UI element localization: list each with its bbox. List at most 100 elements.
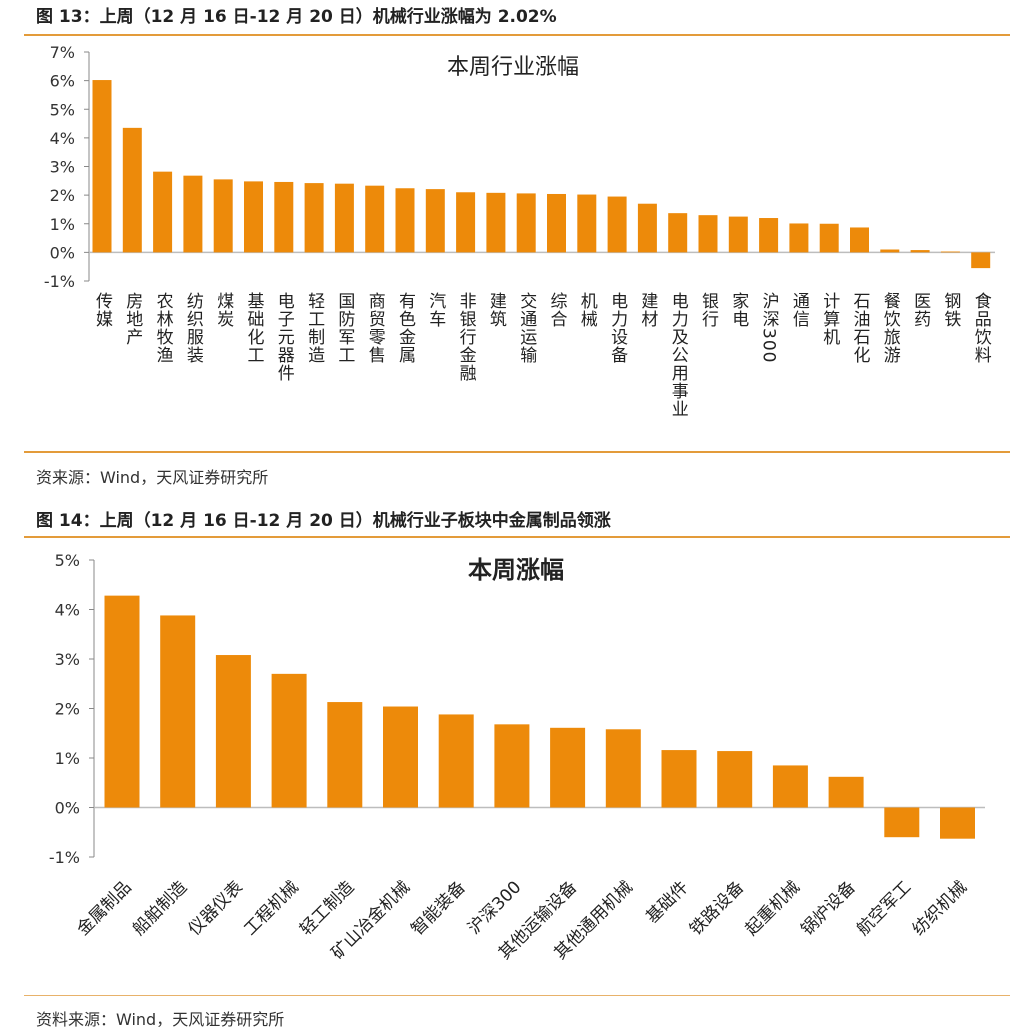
chart1-category-label: 钢铁 bbox=[940, 292, 961, 328]
chart1-bar bbox=[759, 218, 779, 253]
chart2-category-label: 金属制品 bbox=[73, 877, 135, 939]
chart1-category-label: 纺织服装 bbox=[183, 292, 204, 364]
chart1-bar bbox=[365, 185, 385, 253]
chart2-y-tick-label: 3% bbox=[55, 650, 80, 669]
chart1-category-label: 房地产 bbox=[122, 292, 143, 346]
chart2-bar bbox=[215, 655, 251, 808]
chart1-category-label: 银行 bbox=[698, 292, 719, 328]
figure1-title: 图 13：上周（12 月 16 日-12 月 20 日）机械行业涨幅为 2.02… bbox=[36, 7, 557, 27]
chart2-category-label: 锅炉设备 bbox=[797, 877, 859, 939]
chart1-y-tick-label: 5% bbox=[50, 100, 75, 119]
chart1-bar bbox=[304, 183, 324, 253]
chart1-bar bbox=[637, 203, 657, 253]
chart1-category-label: 石油石化 bbox=[850, 292, 871, 364]
chart1-bar bbox=[183, 175, 203, 253]
chart2-category-label: 智能装备 bbox=[408, 877, 470, 939]
chart2-y-tick-label: 5% bbox=[55, 551, 80, 570]
chart2-bar bbox=[661, 750, 697, 808]
chart2-svg: 本周涨幅 5%4%3%2%1%0%-1% 金属制品船舶制造仪器仪表工程机械轻工制… bbox=[49, 551, 985, 964]
chart1-bar bbox=[122, 127, 142, 253]
chart1-y-tick-label: -1% bbox=[44, 272, 75, 291]
chart2-bar bbox=[383, 706, 418, 808]
chart1-category-label: 传媒 bbox=[92, 292, 113, 328]
chart2-category-label: 基础件 bbox=[642, 877, 692, 927]
chart2-bar bbox=[104, 595, 140, 808]
chart2-bar bbox=[438, 714, 474, 808]
chart2-bar bbox=[160, 615, 196, 808]
chart1-bar bbox=[92, 80, 112, 253]
chart1-category-label: 综合 bbox=[547, 292, 568, 328]
figure2-title: 图 14：上周（12 月 16 日-12 月 20 日）机械行业子板块中金属制品… bbox=[36, 511, 611, 531]
chart2-y-tick-label: 1% bbox=[55, 749, 80, 768]
chart2-bar bbox=[550, 727, 586, 808]
chart1-bar bbox=[456, 192, 476, 253]
chart2-y-tick-label: -1% bbox=[49, 848, 80, 867]
chart1-category-label: 非银行金融 bbox=[456, 292, 477, 382]
chart1-title: 本周行业涨幅 bbox=[447, 55, 579, 80]
chart1-bar bbox=[850, 227, 869, 253]
chart1-bar bbox=[880, 249, 900, 253]
figure1-top-rule bbox=[24, 34, 1010, 36]
chart1-bar bbox=[213, 179, 233, 253]
chart1-y-tick-label: 2% bbox=[50, 186, 75, 205]
chart2-bar bbox=[884, 807, 920, 838]
chart1-category-label: 农林牧渔 bbox=[153, 292, 174, 364]
chart1-category-label: 国防军工 bbox=[334, 292, 355, 364]
chart2-category-label: 起重机械 bbox=[742, 877, 804, 939]
chart1-category-label: 汽车 bbox=[425, 292, 446, 328]
chart1-category-label: 电力设备 bbox=[607, 292, 628, 364]
chart1-category-label: 医药 bbox=[910, 292, 931, 328]
chart1-category-label: 通信 bbox=[789, 292, 810, 328]
chart1-category-label: 建材 bbox=[637, 292, 658, 328]
chart2-y-tick-label: 0% bbox=[55, 799, 80, 818]
chart2-bar bbox=[327, 702, 363, 808]
chart2-bar bbox=[605, 729, 641, 808]
chart1-y-tick-label: 0% bbox=[50, 243, 75, 262]
chart1-bar bbox=[334, 183, 354, 253]
chart1-bar bbox=[789, 223, 809, 253]
chart1-y-tick-label: 7% bbox=[50, 43, 75, 62]
figure2-top-rule bbox=[24, 536, 1010, 538]
figure1-bottom-rule bbox=[24, 451, 1010, 453]
chart1-category-label: 电子元器件 bbox=[274, 292, 295, 382]
chart1-y-tick-label: 4% bbox=[50, 129, 75, 148]
chart1-category-label: 轻工制造 bbox=[304, 292, 325, 364]
chart1-bar bbox=[516, 193, 536, 253]
chart1-category-label: 沪深300 bbox=[759, 292, 780, 363]
figure2-bottom-rule bbox=[24, 995, 1010, 996]
chart1-category-label: 交通运输 bbox=[516, 292, 537, 364]
chart1-category-label: 机械 bbox=[577, 292, 598, 328]
chart1-bar bbox=[153, 171, 173, 253]
chart1-bar bbox=[819, 223, 839, 253]
chart2-bar bbox=[717, 751, 753, 808]
chart1-y-tick-label: 1% bbox=[50, 215, 75, 234]
chart1-bar bbox=[910, 250, 930, 253]
chart2-category-label: 航空军工 bbox=[853, 877, 915, 939]
chart1-y-tick-label: 6% bbox=[50, 72, 75, 91]
chart1-bar bbox=[577, 194, 597, 253]
figure2-source: 资料来源：Wind，天风证券研究所 bbox=[36, 1010, 285, 1029]
chart2-category-label: 船舶制造 bbox=[129, 877, 191, 939]
chart1-bar bbox=[940, 251, 960, 253]
chart1-category-label: 基础化工 bbox=[244, 292, 265, 364]
chart1-bar bbox=[668, 213, 688, 253]
chart2-category-label: 工程机械 bbox=[240, 877, 302, 939]
chart1-bar bbox=[728, 216, 748, 253]
chart1-bar bbox=[244, 181, 263, 253]
chart1-y-tick-label: 3% bbox=[50, 158, 75, 177]
chart1-bar bbox=[395, 188, 415, 253]
chart1-bar bbox=[698, 215, 718, 253]
chart2-bar bbox=[494, 724, 530, 808]
chart1-category-label: 食品饮料 bbox=[971, 292, 992, 364]
chart1-category-label: 有色金属 bbox=[395, 292, 416, 364]
chart2-y-tick-label: 4% bbox=[55, 601, 80, 620]
chart1-category-label: 电力及公用事业 bbox=[668, 292, 689, 418]
chart1-category-label: 餐饮旅游 bbox=[880, 292, 901, 364]
chart1-bar bbox=[274, 181, 294, 253]
chart1-bar bbox=[425, 189, 445, 253]
chart1-bar bbox=[486, 192, 506, 253]
chart2-category-label: 纺织机械 bbox=[909, 877, 971, 939]
chart1-category-label: 建筑 bbox=[486, 292, 507, 328]
chart2-category-label: 铁路设备 bbox=[686, 877, 748, 939]
chart1-svg: 本周行业涨幅 7% 6% 5% 4% 3% 2% 1% 0% -1% 传媒 房地产 农林牧渔 纺织服装… bbox=[44, 43, 995, 418]
